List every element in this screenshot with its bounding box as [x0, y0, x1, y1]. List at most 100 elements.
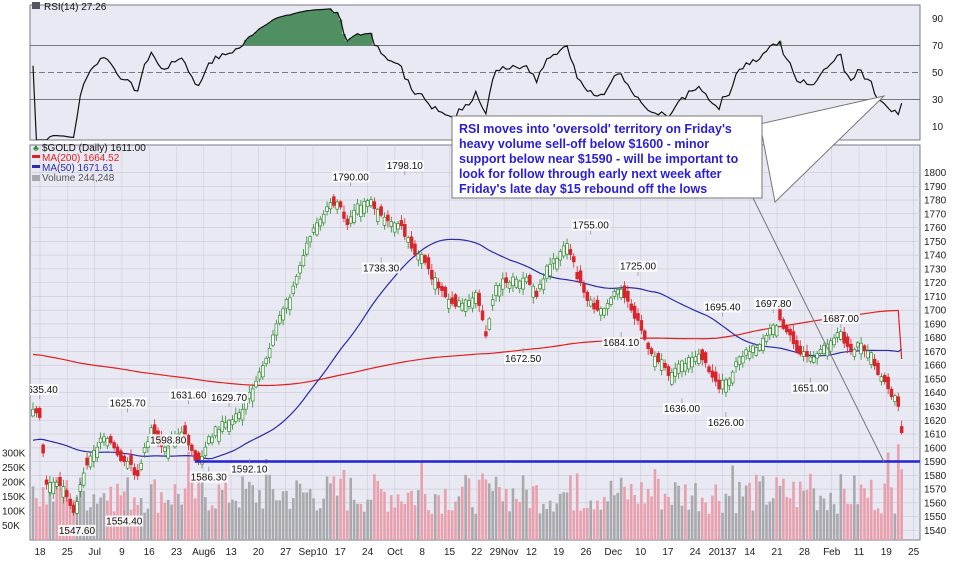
candle-body [257, 371, 262, 380]
date-tick-label: 14 [744, 547, 756, 558]
volume-bar [197, 475, 200, 540]
candle-body [707, 366, 711, 373]
price-tick-label: 1680 [924, 333, 947, 344]
candle-body [659, 359, 664, 371]
volume-bar [460, 486, 464, 540]
candle-body [528, 275, 532, 285]
volume-bar [116, 483, 119, 540]
volume-bar [751, 510, 755, 540]
candle-body [663, 362, 667, 368]
volume-bar [805, 489, 809, 540]
volume-bar [677, 485, 680, 540]
volume-bar [467, 478, 471, 540]
volume-bar [275, 500, 278, 540]
date-tick-label: 17 [335, 547, 347, 558]
volume-bar [342, 469, 346, 540]
volume-bar [717, 500, 721, 540]
volume-bar [876, 508, 880, 540]
price-label: 1695.40 [704, 302, 741, 313]
candle-legend-icon: ♣ [33, 143, 39, 153]
candle-body [744, 349, 748, 356]
candle-body [761, 337, 765, 351]
volume-bar [491, 490, 494, 540]
date-tick-label: 8 [419, 547, 425, 558]
volume-bar [339, 478, 342, 540]
volume-bar [555, 503, 559, 540]
volume-bar [545, 508, 549, 540]
ma200-legend-swatch [32, 155, 40, 158]
candle-body [545, 265, 549, 279]
candle-body [764, 335, 769, 342]
candle-body [267, 347, 272, 359]
volume-tick-label: 150K [2, 492, 26, 503]
candle-body [288, 297, 292, 310]
candle-body [575, 272, 579, 280]
price-label-bg [602, 337, 641, 349]
volume-bar [738, 481, 741, 540]
volume-bar [525, 489, 528, 540]
candle-body [511, 276, 515, 287]
volume-bar [829, 492, 832, 540]
volume-bar [731, 465, 734, 540]
volume-bar [488, 483, 491, 540]
volume-bar [724, 493, 728, 540]
volume-bar [727, 495, 731, 540]
price-label: 1631.60 [170, 390, 207, 401]
volume-bar [410, 490, 413, 540]
candle-body [271, 334, 275, 346]
date-tick-label: 23 [171, 547, 183, 558]
candle-body [193, 450, 197, 461]
date-tick-label: Oct [387, 547, 403, 558]
volume-bar [386, 511, 390, 540]
volume-bar [278, 500, 282, 540]
candle-body [643, 330, 647, 340]
candle-body [896, 396, 901, 407]
candle-body [626, 290, 630, 302]
volume-bar [643, 503, 647, 540]
volume-bar [207, 510, 211, 540]
price-tick-label: 1770 [924, 209, 947, 220]
volume-bar [788, 498, 792, 540]
volume-bar [538, 513, 542, 540]
candle-body [497, 285, 502, 297]
candle-body [122, 455, 127, 462]
volume-bar [579, 510, 582, 540]
candle-body [541, 278, 546, 291]
price-label-bg [619, 260, 658, 272]
volume-bar [396, 494, 400, 540]
volume-bar [680, 505, 684, 540]
volume-bar [572, 510, 576, 540]
volume-bar [694, 483, 697, 540]
candle-body [484, 331, 488, 337]
volume-bar [68, 506, 72, 540]
volume-bar [376, 480, 380, 540]
candle-body [108, 436, 113, 444]
volume-bar [214, 508, 217, 540]
date-tick-label: 20 [253, 547, 265, 558]
volume-bar [542, 503, 545, 540]
volume-bar [220, 490, 224, 540]
volume-bar [826, 510, 829, 540]
volume-bar [521, 475, 525, 540]
volume-bar [853, 475, 856, 540]
price-label-bg [230, 463, 269, 475]
volume-bar [430, 513, 434, 540]
candle-body [345, 218, 350, 225]
volume-bar [383, 491, 386, 540]
volume-bar [285, 490, 288, 540]
candle-body [781, 319, 786, 329]
candle-body [81, 472, 86, 486]
price-label-bg [331, 171, 370, 183]
annotation-pointer [759, 95, 886, 204]
volume-bar [173, 484, 177, 540]
candle-body [112, 442, 116, 449]
ma50-line [32, 238, 903, 460]
candle-body [588, 299, 593, 307]
price-tick-label: 1600 [924, 443, 947, 454]
candle-body [639, 320, 644, 331]
volume-bar [440, 513, 444, 540]
volume-bar [863, 488, 866, 540]
candle-body [71, 504, 76, 513]
candle-body [899, 426, 904, 433]
volume-bar [413, 505, 417, 540]
